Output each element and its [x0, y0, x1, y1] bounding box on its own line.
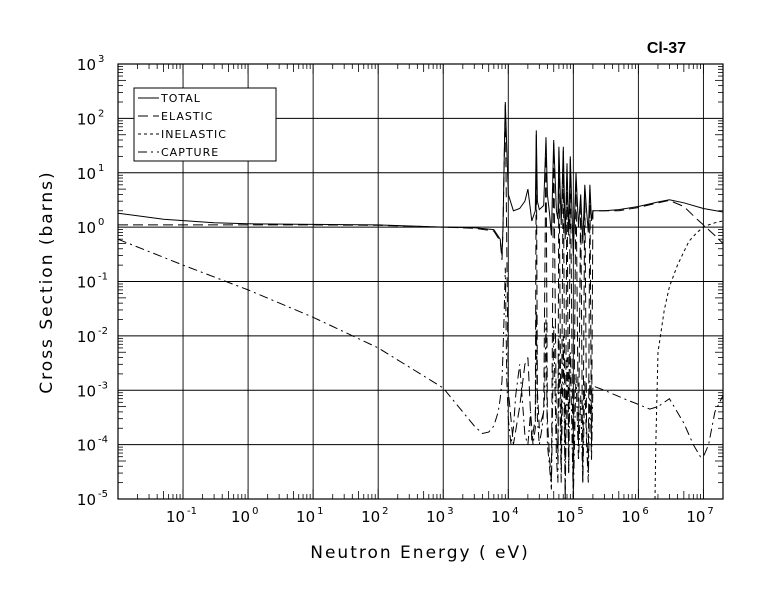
- y-tick-exponent: 2: [98, 108, 104, 119]
- y-tick-label: 10: [77, 56, 96, 74]
- y-tick-exponent: -2: [98, 326, 108, 337]
- x-tick-label: 10: [296, 508, 315, 526]
- x-tick-labels: 10 -1 10 0 10 1 10 2 10 3 10 4 10 5 10 6 10 7: [166, 506, 714, 526]
- y-tick-label: 10: [77, 382, 96, 400]
- x-tick-label: 10: [231, 508, 250, 526]
- y-tick-label: 10: [77, 491, 96, 509]
- x-tick-exponent: 7: [707, 506, 713, 517]
- legend-label: ELASTIC: [161, 110, 213, 123]
- chart-title: Cl-37: [647, 40, 686, 57]
- y-tick-exponent: 3: [98, 54, 104, 65]
- series-line-elastic: [118, 104, 723, 499]
- y-tick-label: 10: [77, 110, 96, 128]
- y-tick-exponent: -1: [98, 272, 108, 283]
- series-line-inelastic: [654, 220, 723, 499]
- x-tick-exponent: -1: [187, 506, 197, 517]
- x-tick-label: 10: [686, 508, 705, 526]
- y-tick-exponent: -4: [98, 435, 108, 446]
- x-tick-label: 10: [556, 508, 575, 526]
- y-tick-exponent: -3: [98, 380, 108, 391]
- y-tick-exponent: -5: [98, 489, 108, 500]
- x-tick-label: 10: [361, 508, 380, 526]
- legend-label: CAPTURE: [161, 146, 219, 159]
- legend: TOTAL ELASTIC INELASTIC CAPTURE: [133, 87, 277, 162]
- tick-marks: [118, 64, 723, 499]
- y-tick-label: 10: [77, 328, 96, 346]
- series-line-capture: [118, 238, 723, 499]
- x-tick-label: 10: [621, 508, 640, 526]
- x-axis-title: Neutron Energy ( eV): [310, 543, 530, 563]
- y-tick-exponent: 1: [98, 163, 104, 174]
- x-tick-label: 10: [426, 508, 445, 526]
- x-tick-exponent: 6: [642, 506, 648, 517]
- y-tick-label: 10: [77, 165, 96, 183]
- legend-box: [133, 87, 277, 162]
- legend-label: INELASTIC: [161, 128, 227, 141]
- y-tick-label: 10: [77, 219, 96, 237]
- x-tick-exponent: 3: [447, 506, 453, 517]
- plot-frame: [117, 63, 724, 500]
- x-tick-exponent: 2: [382, 506, 388, 517]
- grid-lines: [118, 64, 723, 499]
- x-tick-label: 10: [166, 508, 185, 526]
- legend-label: TOTAL: [160, 92, 201, 105]
- x-tick-exponent: 1: [317, 506, 323, 517]
- x-tick-exponent: 0: [252, 506, 258, 517]
- y-tick-label: 10: [77, 437, 96, 455]
- x-tick-exponent: 4: [512, 506, 518, 517]
- y-tick-label: 10: [77, 274, 96, 292]
- x-tick-exponent: 5: [577, 506, 583, 517]
- y-tick-exponent: 0: [98, 217, 104, 228]
- x-tick-label: 10: [491, 508, 510, 526]
- series-lines: [118, 101, 723, 499]
- y-axis-title: Cross Section (barns): [37, 170, 57, 393]
